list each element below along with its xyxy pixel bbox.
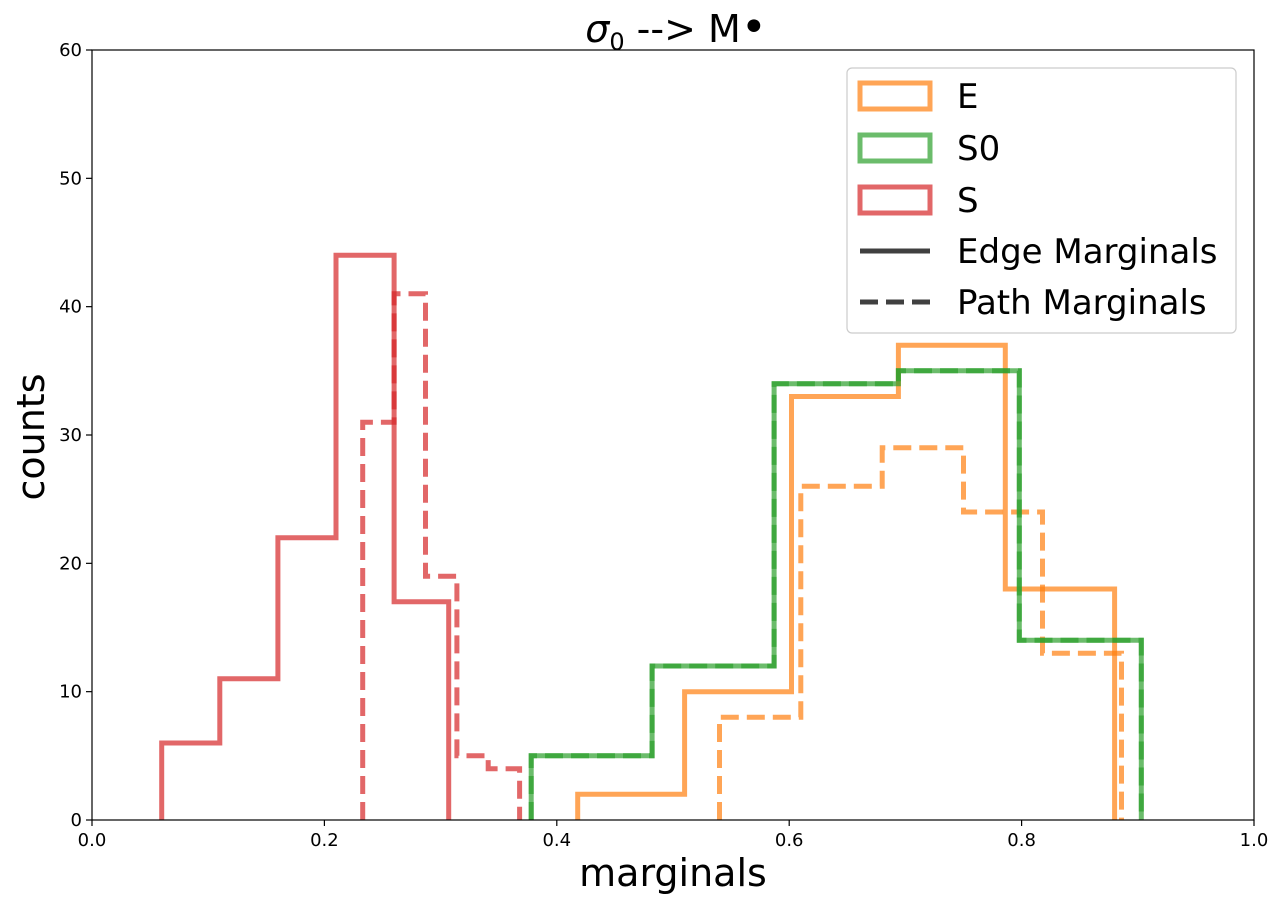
x-tick-label: 0.0: [78, 830, 107, 851]
series-e-edge-marginals: [575, 342, 1118, 820]
y-tick-label: 10: [59, 682, 82, 703]
legend: E S0 S Edge Marginals Path Marginals: [846, 67, 1237, 334]
title-dot: •: [741, 2, 767, 53]
x-tick-label: 1.0: [1240, 830, 1269, 851]
x-axis-ticks: 0.0 0.2 0.4 0.6 0.8 1.0: [78, 820, 1269, 851]
y-tick-label: 20: [59, 553, 82, 574]
x-tick-label: 0.8: [1007, 830, 1036, 851]
x-axis-label: marginals: [579, 851, 767, 895]
title-subscript: 0: [609, 28, 624, 56]
y-tick-label: 0: [71, 810, 82, 831]
series-s-edge-marginals: [159, 252, 452, 820]
series-s0-edge-marginals: [528, 368, 1144, 820]
series-e-path-marginals: [717, 445, 1124, 820]
y-axis-label: counts: [9, 373, 53, 500]
y-tick-label: 40: [59, 297, 82, 318]
y-tick-label: 30: [59, 425, 82, 446]
legend-frame: [846, 67, 1237, 334]
legend-label-e: E: [957, 77, 978, 117]
legend-label-path-marginals: Path Marginals: [957, 283, 1207, 323]
legend-swatch-s0: [857, 132, 933, 164]
legend-swatch-e: [857, 80, 933, 112]
y-tick-label: 60: [59, 40, 82, 61]
legend-swatch-s: [857, 184, 933, 216]
y-tick-label: 50: [59, 168, 82, 189]
chart-title: σ0 --> M•: [585, 2, 767, 56]
title-sigma: σ: [585, 7, 611, 51]
legend-label-s: S: [957, 181, 979, 221]
plot-area: [159, 252, 1144, 820]
y-axis-ticks: 0 10 20 30 40 50 60: [59, 40, 92, 831]
title-arrow: --> M: [625, 7, 741, 51]
x-tick-label: 0.6: [775, 830, 804, 851]
x-tick-label: 0.2: [310, 830, 339, 851]
x-tick-label: 0.4: [542, 830, 571, 851]
series-s-path-marginals: [360, 291, 523, 820]
series-s0-path-marginals: [528, 368, 1144, 820]
legend-label-edge-marginals: Edge Marginals: [957, 232, 1218, 272]
legend-label-s0: S0: [957, 129, 1000, 169]
